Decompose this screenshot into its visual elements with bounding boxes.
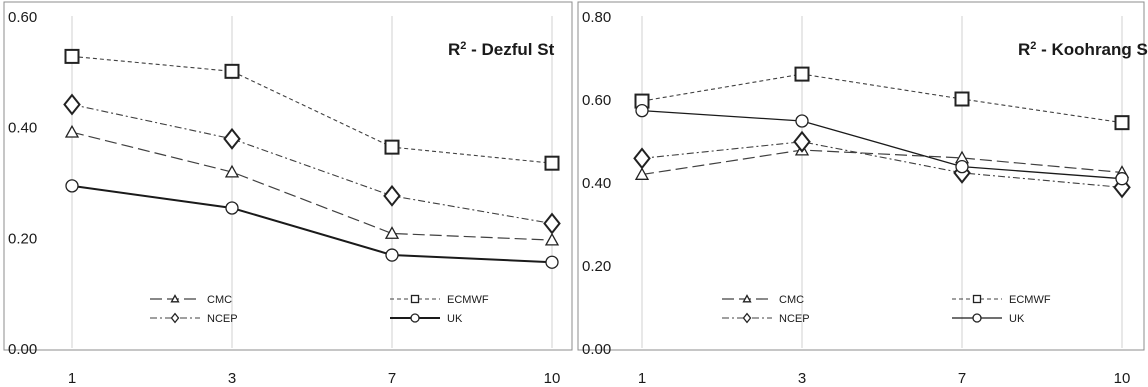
- legend-marker: [972, 313, 982, 323]
- data-point-cmc: [64, 124, 80, 138]
- series-line-cmc: [641, 149, 1123, 176]
- data-point-ecmwf: [954, 91, 970, 107]
- y-tick-label: 0.40: [582, 175, 611, 192]
- chart-title: R2 - Koohrang St: [1018, 40, 1148, 59]
- y-tick-label: 0.00: [582, 341, 611, 358]
- series-line-cmc: [71, 131, 553, 241]
- chart-koohrang: 0.00 0.20 0.40 0.60 0.80 1 3 7 10 R2 - Koohrang S…: [577, 1, 1148, 387]
- series-line-ncep: [71, 103, 553, 225]
- legend-label: CMC: [779, 294, 804, 306]
- data-point-uk: [65, 179, 79, 193]
- data-point-cmc: [544, 232, 560, 246]
- series-line-uk: [71, 184, 553, 264]
- series-line-ncep: [641, 141, 1123, 188]
- legend-marker: [170, 294, 180, 303]
- x-tick-label: 1: [68, 370, 76, 387]
- x-tick-label: 3: [228, 370, 236, 387]
- data-point-uk: [545, 255, 559, 269]
- plot-frame: [577, 1, 1145, 351]
- legend-marker: [972, 294, 982, 304]
- data-point-ncep: [793, 130, 811, 153]
- legend-marker: [742, 312, 752, 324]
- data-point-ecmwf: [384, 139, 400, 155]
- data-point-uk: [225, 201, 239, 215]
- data-point-cmc: [384, 226, 400, 239]
- x-tick-label: 10: [1114, 370, 1131, 387]
- data-point-uk: [1115, 172, 1129, 186]
- y-tick-label: 0.40: [8, 120, 37, 137]
- legend-label: NCEP: [779, 313, 810, 325]
- data-point-ncep: [543, 212, 561, 235]
- legend-label: UK: [447, 313, 463, 325]
- data-point-uk: [795, 114, 809, 128]
- x-tick-label: 3: [798, 370, 806, 387]
- data-point-uk: [955, 159, 969, 174]
- data-point-ecmwf: [1114, 115, 1130, 131]
- legend-label: CMC: [207, 294, 232, 306]
- legend-label: NCEP: [207, 313, 238, 325]
- data-point-ncep: [223, 127, 241, 150]
- data-point-ecmwf: [224, 63, 240, 79]
- legend-marker: [410, 294, 420, 304]
- chart-title: R2 - Dezful St: [448, 40, 555, 59]
- y-tick-label: 0.00: [8, 341, 37, 358]
- legend-marker: [742, 294, 752, 303]
- plot-frame: [3, 1, 573, 351]
- x-tick-label: 1: [638, 370, 646, 387]
- data-point-ncep: [383, 184, 401, 207]
- data-point-ecmwf: [794, 66, 810, 82]
- legend-label: ECMWF: [447, 294, 489, 306]
- data-point-cmc: [634, 167, 650, 180]
- data-point-ecmwf: [544, 155, 560, 171]
- data-point-uk: [385, 248, 399, 262]
- data-point-uk: [635, 103, 649, 118]
- data-point-ncep: [63, 93, 81, 116]
- data-point-ecmwf: [64, 48, 80, 64]
- legend-marker: [170, 312, 180, 324]
- y-tick-label: 0.80: [582, 9, 611, 26]
- legend-label: UK: [1009, 313, 1025, 325]
- y-tick-label: 0.20: [8, 230, 37, 247]
- y-tick-label: 0.60: [582, 92, 611, 109]
- series-line-uk: [641, 109, 1123, 180]
- data-point-cmc: [224, 164, 240, 178]
- y-tick-label: 0.20: [582, 258, 611, 275]
- legend-label: ECMWF: [1009, 294, 1051, 306]
- chart-dezful: 0.00 0.20 0.40 0.60 1 3 7 10 R2 - Dezful St CMC EC…: [3, 1, 573, 387]
- legend-marker: [410, 313, 420, 323]
- y-tick-label: 0.60: [8, 9, 37, 26]
- data-point-ncep: [633, 147, 651, 170]
- x-tick-label: 7: [958, 370, 966, 387]
- series-line-ecmwf: [71, 55, 553, 164]
- x-tick-label: 10: [544, 370, 561, 387]
- x-tick-label: 7: [388, 370, 396, 387]
